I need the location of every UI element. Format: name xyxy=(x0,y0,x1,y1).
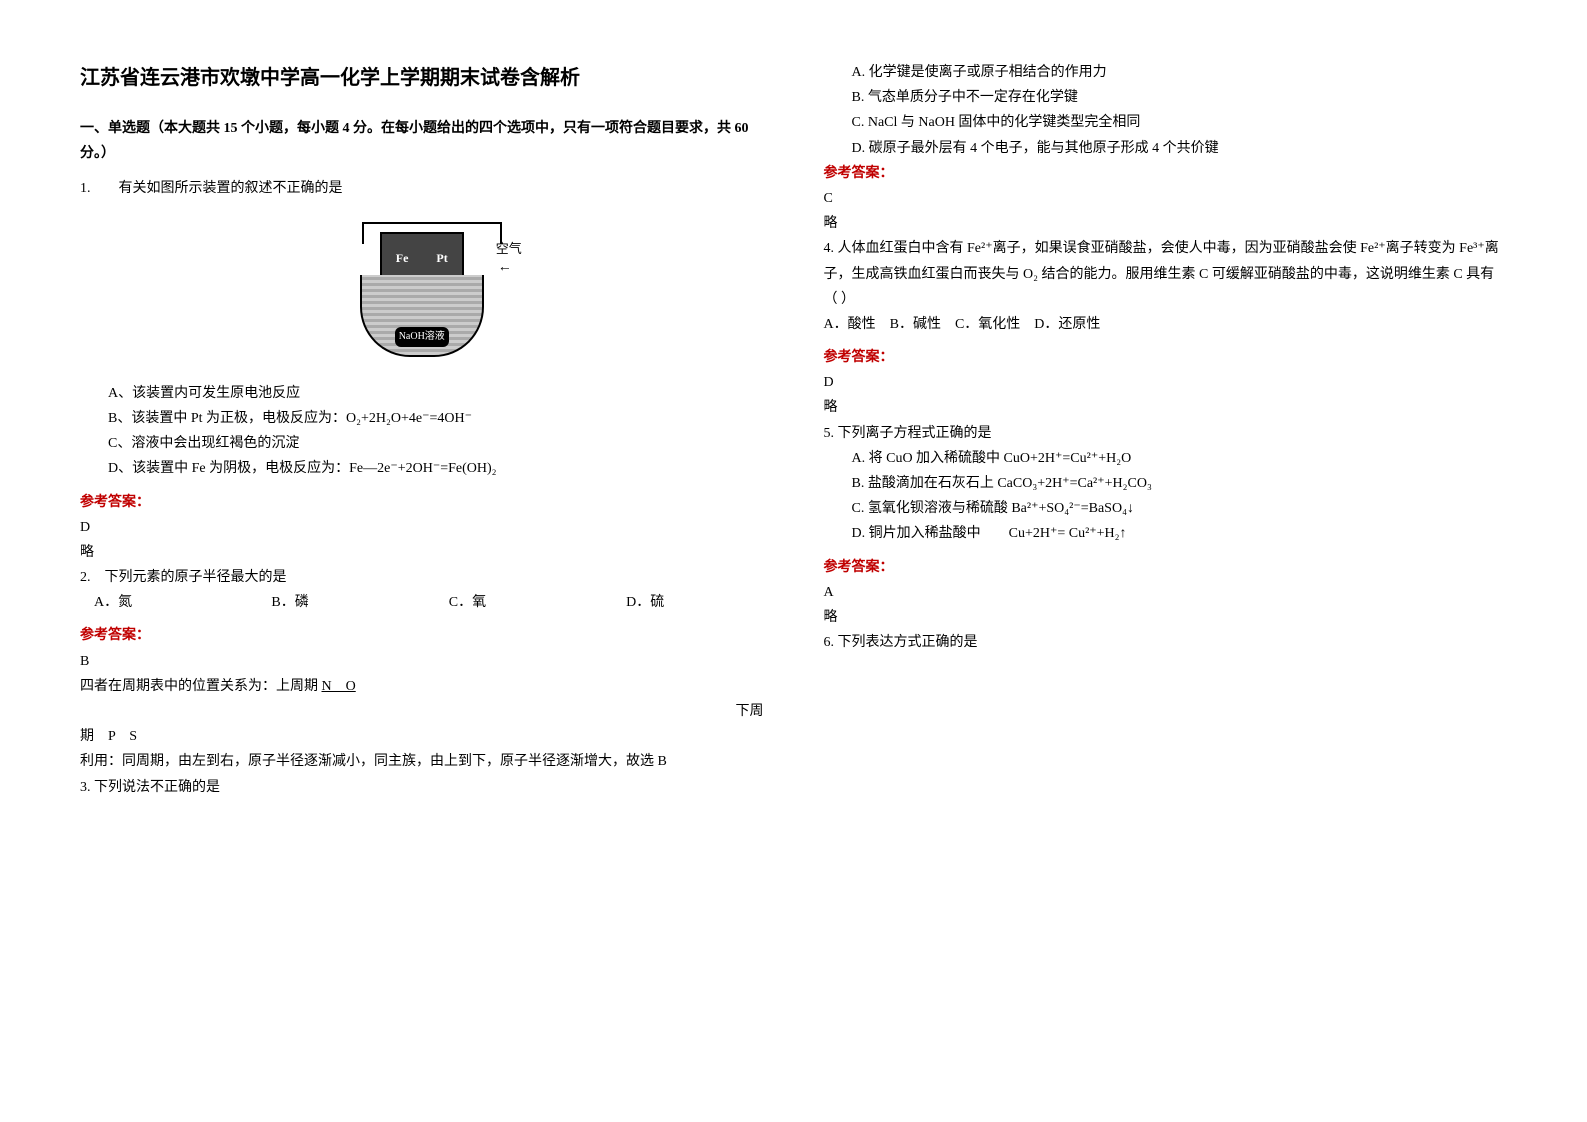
q1-image: Fe Pt 空气 ← NaOH溶液 xyxy=(80,217,764,366)
q5-option-d: D. 铜片加入稀盐酸中 Cu+2H⁺= Cu²⁺+H₂↑ xyxy=(852,521,1508,546)
q3-option-b: B. 气态单质分子中不一定存在化学键 xyxy=(852,85,1508,110)
q6-stem: 6. 下列表达方式正确的是 xyxy=(824,630,1508,655)
q5-option-c: C. 氢氧化钡溶液与稀硫酸 Ba²⁺+SO₄²⁻=BaSO₄↓ xyxy=(852,496,1508,521)
q3-explanation: 略 xyxy=(824,211,1508,236)
q5-explanation: 略 xyxy=(824,605,1508,630)
q2-expl-2b: 期 P S xyxy=(80,724,764,749)
solution-label: NaOH溶液 xyxy=(395,327,449,347)
q2-option-d: D．硫 xyxy=(626,590,763,615)
q3-option-d: D. 碳原子最外层有 4 个电子，能与其他原子形成 4 个共价键 xyxy=(852,136,1508,161)
q3-option-a: A. 化学键是使离子或原子相结合的作用力 xyxy=(852,60,1508,85)
page-title: 江苏省连云港市欢墩中学高一化学上学期期末试卷含解析 xyxy=(80,60,764,96)
q2-stem: 2. 下列元素的原子半径最大的是 xyxy=(80,565,764,590)
q2-option-a: A．氮 xyxy=(94,590,231,615)
answer-label: 参考答案： xyxy=(824,161,1508,186)
q1-option-a: A、该装置内可发生原电池反应 xyxy=(108,381,764,406)
answer-label: 参考答案： xyxy=(80,623,764,648)
q3-stem: 3. 下列说法不正确的是 xyxy=(80,775,764,800)
q5-answer: A xyxy=(824,580,1508,605)
answer-label: 参考答案： xyxy=(824,555,1508,580)
q2-expl-3: 利用：同周期，由左到右，原子半径逐渐减小，同主族，由上到下，原子半径逐渐增大，故… xyxy=(80,749,764,774)
q2-option-b: B．磷 xyxy=(271,590,408,615)
q4-answer: D xyxy=(824,370,1508,395)
q2-option-c: C．氧 xyxy=(449,590,586,615)
q5-stem: 5. 下列离子方程式正确的是 xyxy=(824,421,1508,446)
q1-explanation: 略 xyxy=(80,540,764,565)
q4-options: A．酸性 B．碱性 C．氧化性 D．还原性 xyxy=(824,312,1508,337)
question-6: 6. 下列表达方式正确的是 xyxy=(824,630,1508,655)
answer-label: 参考答案： xyxy=(80,490,764,515)
q4-stem: 4. 人体血红蛋白中含有 Fe²⁺离子，如果误食亚硝酸盐，会使人中毒，因为亚硝酸… xyxy=(824,236,1508,312)
q1-stem: 1. 有关如图所示装置的叙述不正确的是 xyxy=(80,176,764,201)
q5-option-b: B. 盐酸滴加在石灰石上 CaCO₃+2H⁺=Ca²⁺+H₂CO₃ xyxy=(852,471,1508,496)
question-2: 2. 下列元素的原子半径最大的是 A．氮 B．磷 C．氧 D．硫 xyxy=(80,565,764,615)
section-header: 一、单选题（本大题共 15 个小题，每小题 4 分。在每小题给出的四个选项中，只… xyxy=(80,116,764,166)
question-3: 3. 下列说法不正确的是 xyxy=(80,775,764,800)
q3-answer: C xyxy=(824,186,1508,211)
electrode-fe: Fe xyxy=(396,248,409,270)
arrow-icon: ← xyxy=(498,255,512,280)
q1-answer: D xyxy=(80,515,764,540)
q2-expl-2: 下周 xyxy=(80,699,764,724)
q1-option-c: C、溶液中会出现红褐色的沉淀 xyxy=(108,431,764,456)
question-1: 1. 有关如图所示装置的叙述不正确的是 Fe Pt 空气 ← NaOH溶液 A、… xyxy=(80,176,764,481)
q5-option-a: A. 将 CuO 加入稀硫酸中 CuO+2H⁺=Cu²⁺+H₂O xyxy=(852,446,1508,471)
answer-label: 参考答案： xyxy=(824,345,1508,370)
q2-answer: B xyxy=(80,649,764,674)
question-4: 4. 人体血红蛋白中含有 Fe²⁺离子，如果误食亚硝酸盐，会使人中毒，因为亚硝酸… xyxy=(824,236,1508,337)
q4-explanation: 略 xyxy=(824,395,1508,420)
q1-option-d: D、该装置中 Fe 为阴极，电极反应为：Fe—2e⁻+2OH⁻=Fe(OH)₂ xyxy=(108,456,764,481)
q1-option-b: B、该装置中 Pt 为正极，电极反应为：O₂+2H₂O+4e⁻=4OH⁻ xyxy=(108,406,764,431)
q3-option-c: C. NaCl 与 NaOH 固体中的化学键类型完全相同 xyxy=(852,110,1508,135)
q2-expl-1: 四者在周期表中的位置关系为：上周期 N O xyxy=(80,674,764,699)
question-5: 5. 下列离子方程式正确的是 A. 将 CuO 加入稀硫酸中 CuO+2H⁺=C… xyxy=(824,421,1508,547)
electrode-pt: Pt xyxy=(436,248,447,270)
